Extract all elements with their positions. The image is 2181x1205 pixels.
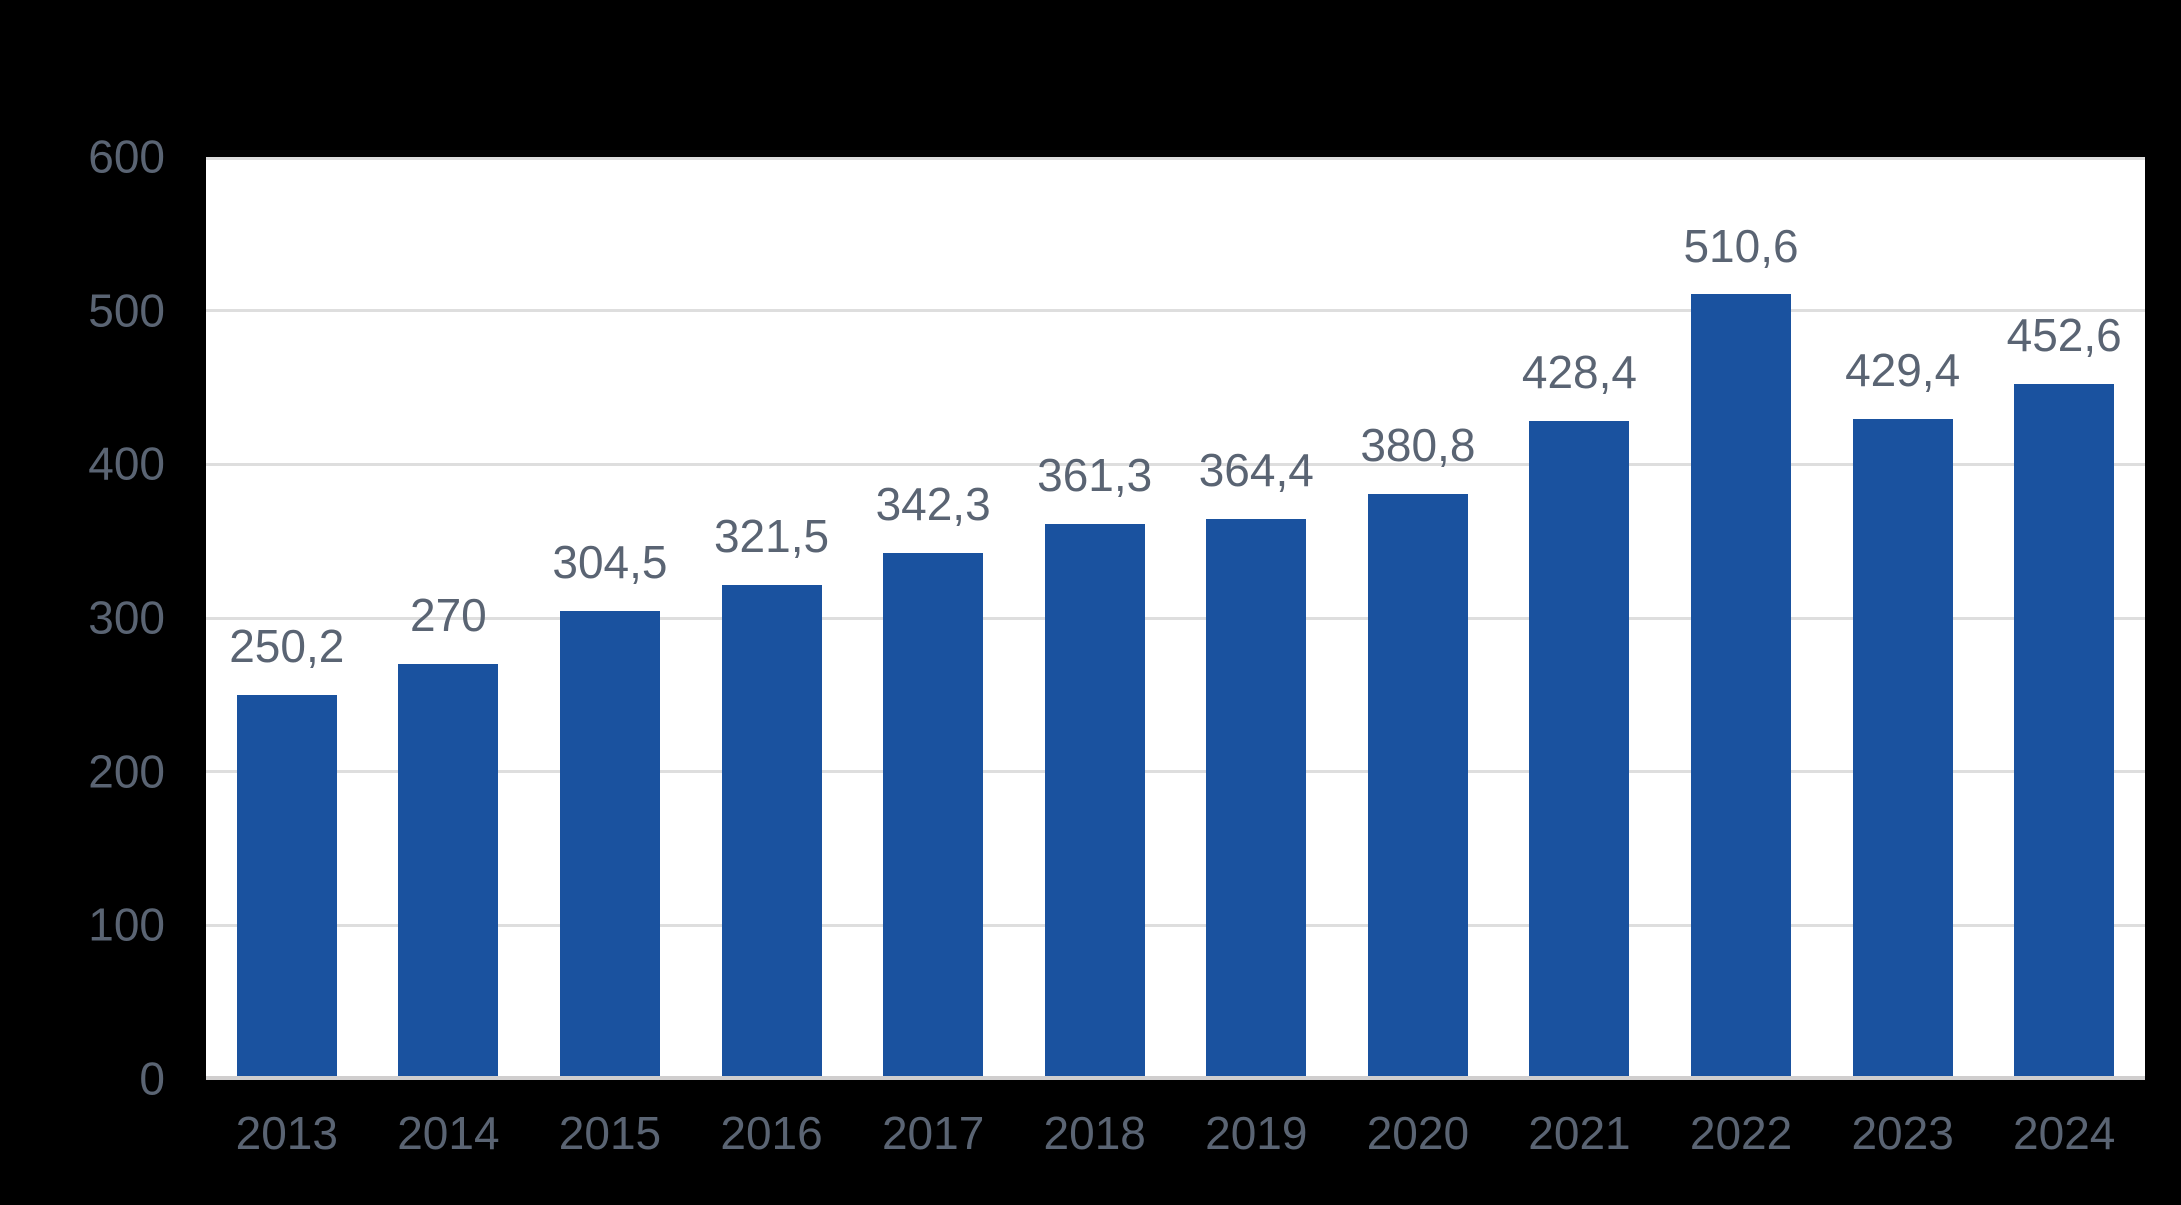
x-axis-label: 2022 bbox=[1689, 1107, 1793, 1159]
bar-2014 bbox=[398, 664, 499, 1079]
bar-2017 bbox=[883, 553, 984, 1079]
bar-2016 bbox=[721, 584, 822, 1079]
bar-value-label: 428,4 bbox=[1521, 345, 1638, 398]
bar-2021 bbox=[1529, 420, 1630, 1079]
bar-2018 bbox=[1044, 523, 1145, 1079]
x-axis-label: 2017 bbox=[881, 1107, 985, 1159]
bar-value-label: 452,6 bbox=[2006, 308, 2122, 361]
x-axis-label: 2016 bbox=[720, 1107, 823, 1159]
bar-2020 bbox=[1367, 493, 1468, 1079]
bar-value-label: 270 bbox=[410, 589, 487, 642]
bar-value-label: 321,5 bbox=[713, 510, 830, 563]
x-axis-baseline bbox=[206, 1076, 2145, 1080]
bar-2013 bbox=[236, 694, 337, 1079]
x-axis-label: 2014 bbox=[397, 1107, 500, 1159]
gridline bbox=[206, 770, 2145, 774]
gridline bbox=[206, 923, 2145, 927]
plot-area: 0 100 200 300 400 500 600 250,2 2013 270 2014 304,5… bbox=[88, 132, 2145, 1159]
y-tick-label: 200 bbox=[88, 745, 165, 798]
bar-value-label: 364,4 bbox=[1198, 444, 1314, 497]
y-tick-label: 300 bbox=[88, 591, 165, 644]
bar-value-label: 510,6 bbox=[1683, 219, 1799, 272]
gridline bbox=[206, 462, 2145, 466]
bar-value-label: 429,4 bbox=[1845, 344, 1961, 397]
x-axis-label: 2018 bbox=[1043, 1107, 1146, 1159]
bar-value-label: 380,8 bbox=[1360, 418, 1476, 471]
bar-2015 bbox=[559, 611, 660, 1079]
bar-value-label: 250,2 bbox=[229, 619, 345, 672]
x-axis-label: 2020 bbox=[1366, 1107, 1470, 1159]
gridline bbox=[206, 616, 2145, 620]
x-axis-label: 2021 bbox=[1528, 1107, 1631, 1159]
bar-value-label: 304,5 bbox=[552, 536, 668, 589]
x-axis-label: 2013 bbox=[235, 1107, 338, 1159]
y-tick-label: 500 bbox=[88, 284, 165, 337]
y-tick-label: 100 bbox=[88, 899, 165, 952]
bar-2022 bbox=[1691, 294, 1792, 1079]
y-tick-label: 600 bbox=[88, 130, 165, 183]
x-axis-label: 2019 bbox=[1205, 1107, 1308, 1159]
gridline bbox=[206, 309, 2145, 313]
x-axis-label: 2023 bbox=[1851, 1107, 1954, 1159]
bar-2024 bbox=[2014, 383, 2115, 1079]
bar-value-label: 342,3 bbox=[875, 478, 991, 531]
y-tick-label: 0 bbox=[139, 1052, 165, 1105]
y-tick-label: 400 bbox=[88, 438, 165, 491]
bar-2019 bbox=[1206, 519, 1307, 1079]
bar-value-label: 361,3 bbox=[1037, 448, 1153, 501]
x-axis-label: 2024 bbox=[2013, 1107, 2116, 1159]
bar-2023 bbox=[1852, 419, 1953, 1079]
x-axis-label: 2015 bbox=[558, 1107, 662, 1159]
gridline bbox=[206, 157, 2145, 160]
